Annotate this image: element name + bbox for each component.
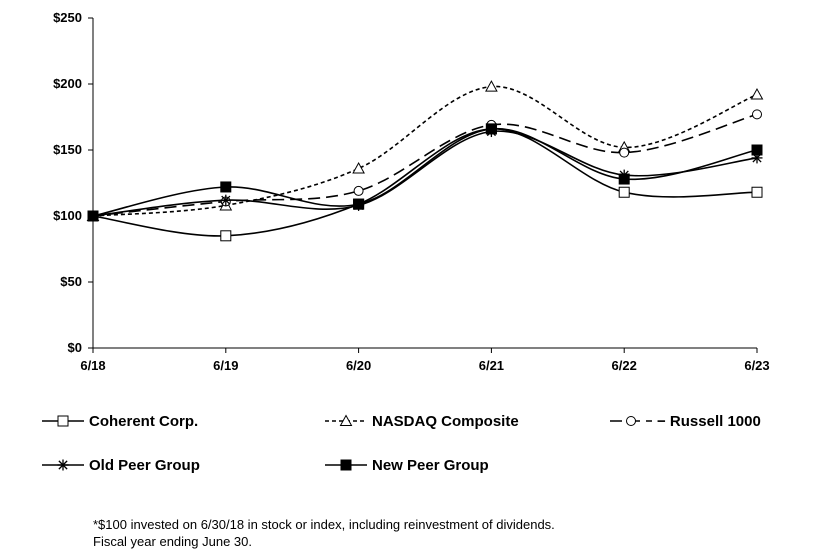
data-point-new-peer-group <box>618 173 630 185</box>
legend-item-russell-1000: − Russell 1000 <box>610 413 761 430</box>
legend-label-old-peer-group: Old Peer Group <box>89 457 200 474</box>
data-point-coherent-corp <box>618 186 630 198</box>
series-line-old-peer-group <box>92 130 758 217</box>
series-line-new-peer-group <box>92 128 758 217</box>
series-line-nasdaq-composite <box>92 85 758 217</box>
x-tick-label: 6/18 <box>80 358 105 373</box>
legend-marker-russell-1000 <box>626 416 636 426</box>
series-old-peer-group <box>87 126 763 222</box>
y-tick-label: $50 <box>60 274 82 289</box>
footnote-line-2: Fiscal year ending June 30. <box>93 534 252 549</box>
x-tick-label: 6/19 <box>213 358 238 373</box>
data-point-new-peer-group <box>353 198 365 210</box>
y-tick-label: $100 <box>53 208 82 223</box>
chart-series <box>86 80 764 242</box>
series-coherent-corp <box>87 123 763 242</box>
data-point-new-peer-group <box>220 181 232 193</box>
y-tick-label: $200 <box>53 76 82 91</box>
legend-marker-old-peer-group <box>57 459 69 471</box>
chart-axes: $0 $50 $100 $150 $200 $250 6/18 6/19 6/20 6/21 6/2… <box>53 10 770 373</box>
chart-legend: Coherent Corp. NASDAQ Composite − Russell … <box>42 413 761 474</box>
y-tick-label: $250 <box>53 10 82 25</box>
footnote: *$100 invested on 6/30/18 in stock or in… <box>93 516 555 550</box>
legend-marker-nasdaq-composite <box>339 414 353 426</box>
data-point-russell-1000 <box>619 147 630 158</box>
x-tick-label: 6/21 <box>479 358 504 373</box>
data-point-nasdaq-composite <box>352 161 365 174</box>
x-tick-label: 6/20 <box>346 358 371 373</box>
y-tick-label: $150 <box>53 142 82 157</box>
legend-label-russell-1000: − Russell 1000 <box>657 413 761 430</box>
data-point-nasdaq-composite <box>485 80 498 92</box>
legend-marker-new-peer-group <box>340 459 352 471</box>
legend-item-nasdaq-composite: NASDAQ Composite <box>325 413 519 430</box>
data-point-new-peer-group <box>87 210 99 222</box>
data-point-new-peer-group <box>751 144 763 156</box>
y-tick-label: $0 <box>68 340 82 355</box>
series-nasdaq-composite <box>86 80 764 221</box>
data-point-coherent-corp <box>751 186 763 198</box>
legend-item-old-peer-group: Old Peer Group <box>42 457 200 474</box>
data-point-new-peer-group <box>485 123 497 135</box>
legend-label-nasdaq-composite: NASDAQ Composite <box>372 413 519 430</box>
series-line-russell-1000 <box>92 113 758 217</box>
data-point-nasdaq-composite <box>750 88 764 100</box>
data-point-russell-1000 <box>752 109 762 120</box>
footnote-line-1: *$100 invested on 6/30/18 in stock or in… <box>93 517 555 532</box>
data-point-russell-1000 <box>353 185 364 196</box>
data-point-old-peer-group <box>220 194 232 206</box>
legend-item-coherent-corp: Coherent Corp. <box>42 413 198 430</box>
legend-item-new-peer-group: New Peer Group <box>325 457 489 474</box>
x-tick-label: 6/22 <box>612 358 637 373</box>
x-tick-label: 6/23 <box>744 358 769 373</box>
legend-label-new-peer-group: New Peer Group <box>372 457 489 474</box>
legend-marker-coherent-corp <box>57 415 69 427</box>
series-line-coherent-corp <box>92 128 758 237</box>
legend-label-coherent-corp: Coherent Corp. <box>89 413 198 430</box>
series-new-peer-group <box>87 123 763 222</box>
data-point-coherent-corp <box>220 230 232 242</box>
